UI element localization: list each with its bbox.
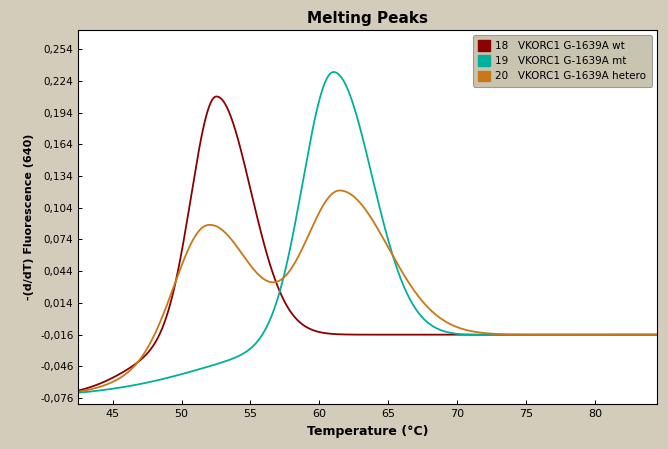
Legend: 18   VKORC1 G-1639A wt, 19   VKORC1 G-1639A mt, 20   VKORC1 G-1639A hetero: 18 VKORC1 G-1639A wt, 19 VKORC1 G-1639A … [472, 35, 652, 87]
Y-axis label: -(d/dT) Fluorescence (640): -(d/dT) Fluorescence (640) [25, 134, 35, 300]
Title: Melting Peaks: Melting Peaks [307, 11, 428, 26]
X-axis label: Temperature (°C): Temperature (°C) [307, 425, 428, 438]
